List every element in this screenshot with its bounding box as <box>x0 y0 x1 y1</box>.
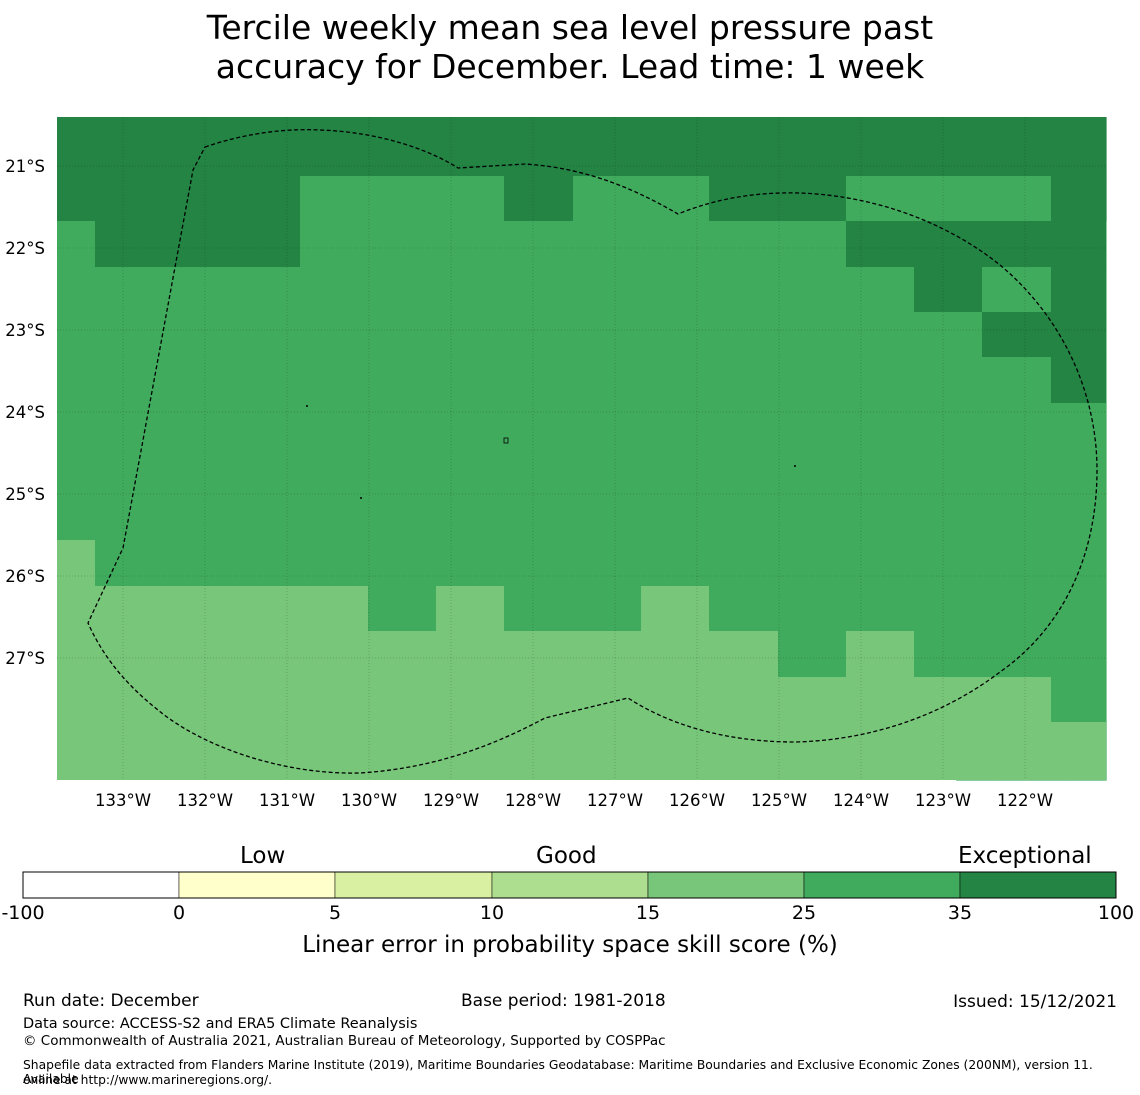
island-marker <box>794 465 796 467</box>
longitude-tick-label: 123°W <box>915 791 971 810</box>
exceptional-skill-region <box>57 117 1106 403</box>
latitude-labels: 21°S 22°S 23°S 24°S 25°S 26°S 27°S <box>5 157 45 668</box>
colorbar-tick-label: -100 <box>1 902 45 924</box>
colorbar-tick-label: 15 <box>635 902 661 924</box>
latitude-tick-label: 22°S <box>5 239 45 258</box>
colorbar-segment <box>803 871 961 899</box>
colorbar-segment <box>491 871 649 899</box>
colorbar-title: Linear error in probability space skill … <box>302 932 838 958</box>
copyright: © Commonwealth of Australia 2021, Austra… <box>23 1033 666 1049</box>
colorbar-tick-label: 5 <box>328 902 342 924</box>
colorbar-tick-label: 0 <box>172 902 186 924</box>
skill-grid <box>57 117 1107 781</box>
colorbar-segment <box>959 871 1117 899</box>
latitude-tick-label: 21°S <box>5 157 45 176</box>
data-source: Data source: ACCESS-S2 and ERA5 Climate … <box>23 1016 418 1032</box>
colorbar-segment <box>22 871 180 899</box>
category-low: Low <box>240 843 286 869</box>
colorbar-frame <box>22 871 1117 899</box>
latitude-tick-label: 26°S <box>5 567 45 586</box>
colorbar-tick-label: 25 <box>791 902 817 924</box>
latitude-tick-label: 25°S <box>5 485 45 504</box>
title-line-2: accuracy for December. Lead time: 1 week <box>215 47 925 86</box>
issued-date: Issued: 15/12/2021 <box>953 992 1117 1012</box>
category-good: Good <box>536 843 597 869</box>
category-exceptional: Exceptional <box>958 843 1092 869</box>
longitude-tick-label: 130°W <box>341 791 397 810</box>
longitude-tick-label: 133°W <box>95 791 151 810</box>
good-skill-region <box>982 267 1051 312</box>
longitude-tick-label: 127°W <box>587 791 643 810</box>
colorbar-segment <box>647 871 805 899</box>
longitude-tick-label: 128°W <box>505 791 561 810</box>
island-marker <box>306 405 308 407</box>
shapefile-credit-2: online at http://www.marineregions.org/. <box>23 1073 273 1087</box>
colorbar-segment <box>334 871 493 899</box>
moderate-skill-region <box>57 540 1106 780</box>
eez-boundary <box>87 129 1098 774</box>
longitude-tick-label: 122°W <box>997 791 1053 810</box>
latitude-tick-label: 24°S <box>5 403 45 422</box>
title-line-1: Tercile weekly mean sea level pressure p… <box>206 8 934 47</box>
exceptional-skill-region <box>846 221 1051 312</box>
island-marker <box>503 437 509 444</box>
graticule <box>57 117 1106 780</box>
run-date: Run date: December <box>23 991 199 1011</box>
longitude-tick-label: 124°W <box>833 791 889 810</box>
colorbar-tick-label: 10 <box>479 902 505 924</box>
base-period: Base period: 1981-2018 <box>461 991 666 1011</box>
shapefile-credit-1: Shapefile data extracted from Flanders M… <box>23 1058 1093 1086</box>
latitude-tick-label: 23°S <box>5 321 45 340</box>
colorbar-tick-label: 35 <box>947 902 973 924</box>
longitude-tick-label: 126°W <box>669 791 725 810</box>
colorbar <box>22 871 1117 899</box>
colorbar-segment <box>178 871 336 899</box>
longitude-tick-label: 125°W <box>751 791 807 810</box>
longitude-tick-label: 131°W <box>259 791 315 810</box>
eez-boundary-line <box>87 129 1098 774</box>
colorbar-tick-label: 100 <box>1097 902 1135 924</box>
longitude-tick-label: 129°W <box>423 791 479 810</box>
longitude-labels: 133°W 132°W 131°W 130°W 129°W 128°W 127°W 126°W… <box>95 791 1053 810</box>
latitude-tick-label: 27°S <box>5 649 45 668</box>
island-marker <box>360 497 362 499</box>
chart-title: Tercile weekly mean sea level pressure p… <box>0 8 1140 86</box>
longitude-tick-label: 132°W <box>177 791 233 810</box>
exceptional-skill-region <box>982 312 1051 357</box>
